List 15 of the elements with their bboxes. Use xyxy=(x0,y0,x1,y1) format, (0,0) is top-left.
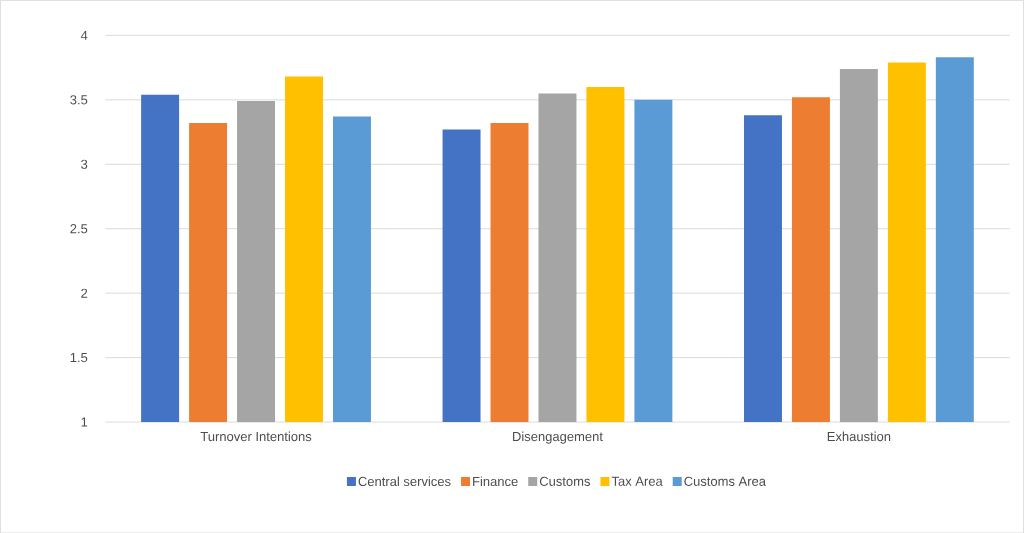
y-tick-label: 1 xyxy=(81,417,88,427)
y-tick-label: 1.5 xyxy=(70,352,88,362)
x-tick-label: Turnover Intentions xyxy=(200,431,312,441)
y-tick-label: 3 xyxy=(81,159,88,169)
y-tick-label: 3.5 xyxy=(70,95,88,105)
y-tick-label: 2.5 xyxy=(70,223,88,234)
legend-label: Central services xyxy=(358,476,451,486)
x-tick-label: Disengagement xyxy=(513,431,603,444)
legend-label: Tax Area xyxy=(611,476,663,486)
y-tick-label: 4 xyxy=(80,30,88,40)
y-tick-label: 2 xyxy=(81,288,88,298)
legend-label: Finance xyxy=(473,476,518,486)
x-tick-label: Exhaustion xyxy=(827,431,891,441)
legend-label: Customs Area xyxy=(684,476,766,486)
legend-label: Customs xyxy=(539,476,591,486)
